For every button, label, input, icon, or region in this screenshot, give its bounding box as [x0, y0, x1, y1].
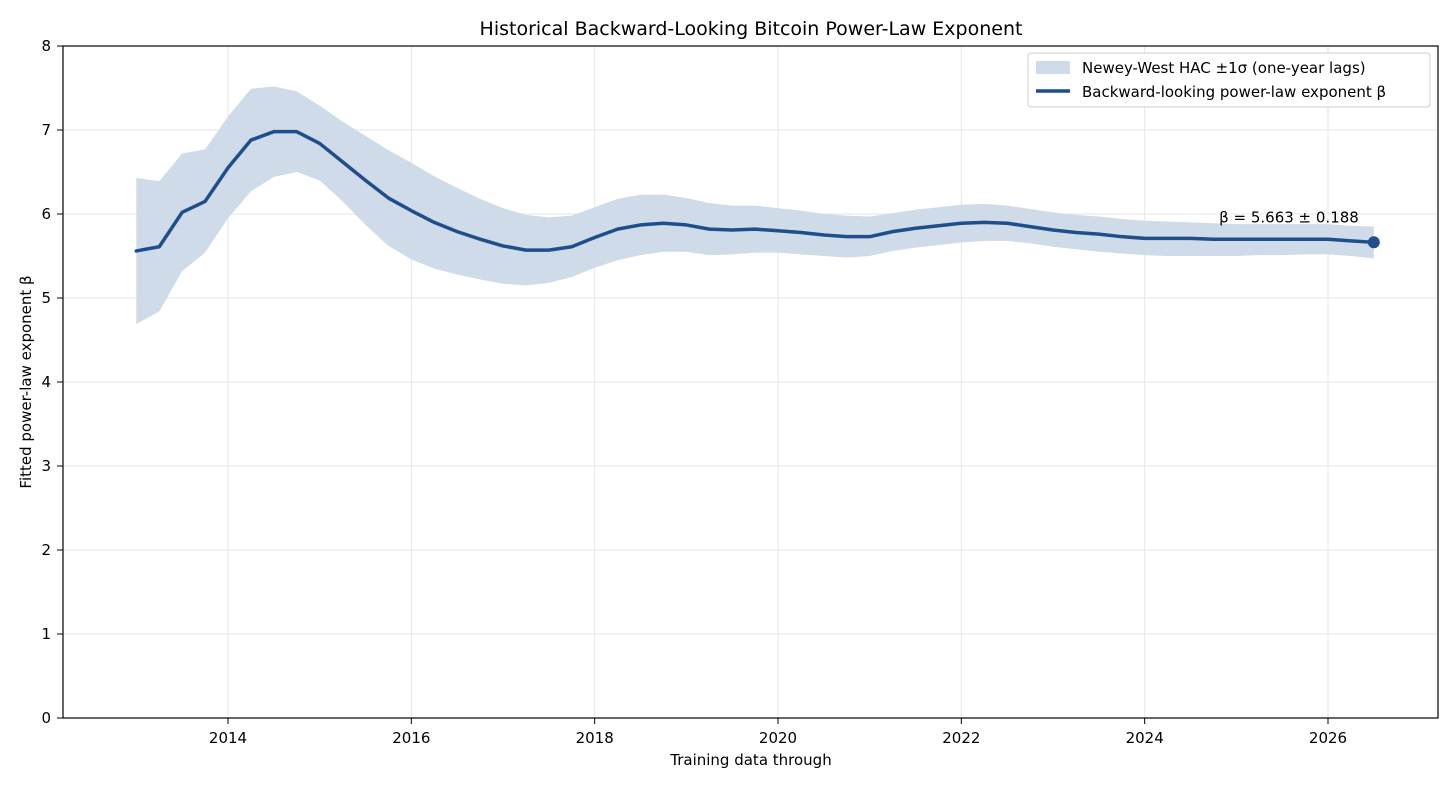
y-tick-label: 1 [41, 625, 51, 643]
x-tick-label: 2018 [576, 729, 614, 747]
y-tick-label: 4 [41, 373, 51, 391]
x-tick-label: 2016 [392, 729, 430, 747]
y-tick-label: 6 [41, 205, 51, 223]
beta-line-layer [134, 129, 1376, 253]
y-tick-label: 5 [41, 289, 51, 307]
endpoint-marker-group: β = 5.663 ± 0.188 [1219, 208, 1380, 249]
legend: Newey-West HAC ±1σ (one-year lags) Backw… [1027, 52, 1431, 108]
beta-line [134, 129, 1376, 253]
legend-line-label: Backward-looking power-law exponent β [1082, 83, 1386, 101]
legend-frame [1027, 52, 1431, 108]
x-tick-label: 2024 [1126, 729, 1164, 747]
y-axis-ticks: 0 1 2 3 4 5 6 7 8 [41, 37, 63, 727]
y-tick-label: 2 [41, 541, 51, 559]
endpoint-marker [1367, 236, 1380, 249]
hac-band-layer [136, 86, 1374, 325]
y-tick-label: 0 [41, 709, 51, 727]
x-axis-label: Training data through [669, 751, 831, 769]
y-axis-label: Fitted power-law exponent β [17, 275, 35, 488]
hac-band [136, 86, 1374, 325]
y-tick-label: 3 [41, 457, 51, 475]
y-tick-label: 7 [41, 121, 51, 139]
x-tick-label: 2026 [1309, 729, 1347, 747]
legend-band-label: Newey-West HAC ±1σ (one-year lags) [1082, 59, 1366, 77]
x-tick-label: 2020 [759, 729, 797, 747]
y-tick-label: 8 [41, 37, 51, 55]
x-tick-label: 2022 [942, 729, 980, 747]
x-axis-ticks: 2014 2016 2018 2020 2022 2024 2026 [209, 718, 1347, 747]
endpoint-annotation: β = 5.663 ± 0.188 [1219, 208, 1359, 226]
x-tick-label: 2014 [209, 729, 247, 747]
chart-title: Historical Backward-Looking Bitcoin Powe… [480, 18, 1023, 40]
legend-band-swatch [1036, 61, 1070, 74]
